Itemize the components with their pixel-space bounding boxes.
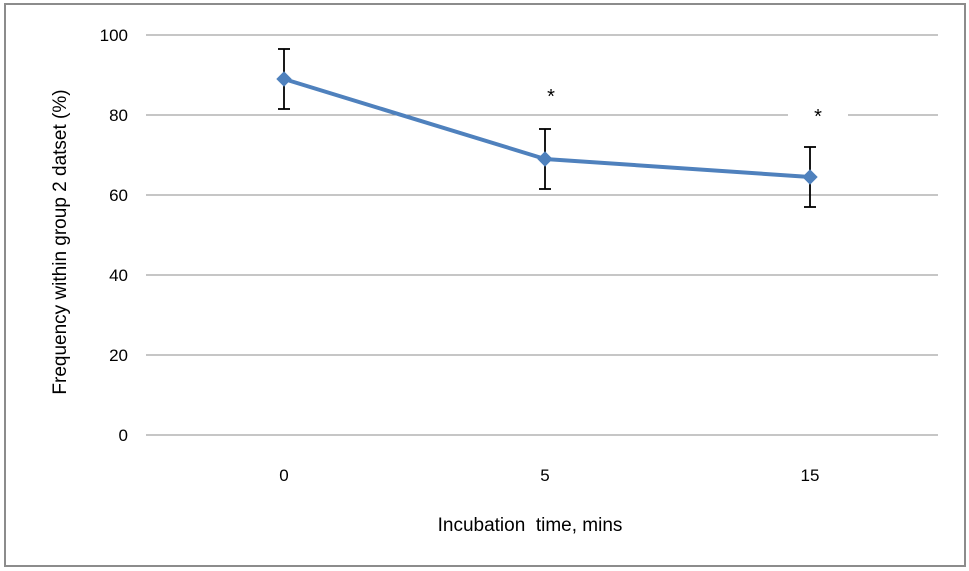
y-tick-label: 0: [119, 426, 128, 445]
significance-star: *: [814, 106, 822, 128]
y-axis-title: Frequency within group 2 datset (%): [50, 89, 71, 394]
annotation-backdrop: [788, 103, 848, 127]
x-tick-label: 0: [279, 466, 288, 485]
y-tick-label: 60: [109, 186, 128, 205]
significance-annotations: **: [521, 83, 848, 128]
y-tick-labels: 0 20 40 60 80 100: [100, 26, 128, 445]
data-point-marker: [802, 169, 818, 185]
y-tick-label: 100: [100, 26, 128, 45]
x-tick-label: 15: [801, 466, 820, 485]
annotation-backdrop: [521, 83, 581, 107]
gridlines: [146, 34, 938, 436]
y-tick-label: 40: [109, 266, 128, 285]
y-tick-label: 20: [109, 346, 128, 365]
x-tick-labels: 0 5 15: [279, 466, 819, 485]
data-point-marker: [276, 71, 292, 87]
x-axis-title: Incubation time, mins: [438, 515, 623, 536]
significance-star: *: [547, 86, 555, 108]
x-tick-label: 5: [540, 466, 549, 485]
data-points: [276, 71, 818, 185]
data-point-marker: [537, 151, 553, 167]
error-bars: [278, 48, 816, 208]
chart-frame: [4, 3, 966, 567]
y-tick-label: 80: [109, 106, 128, 125]
